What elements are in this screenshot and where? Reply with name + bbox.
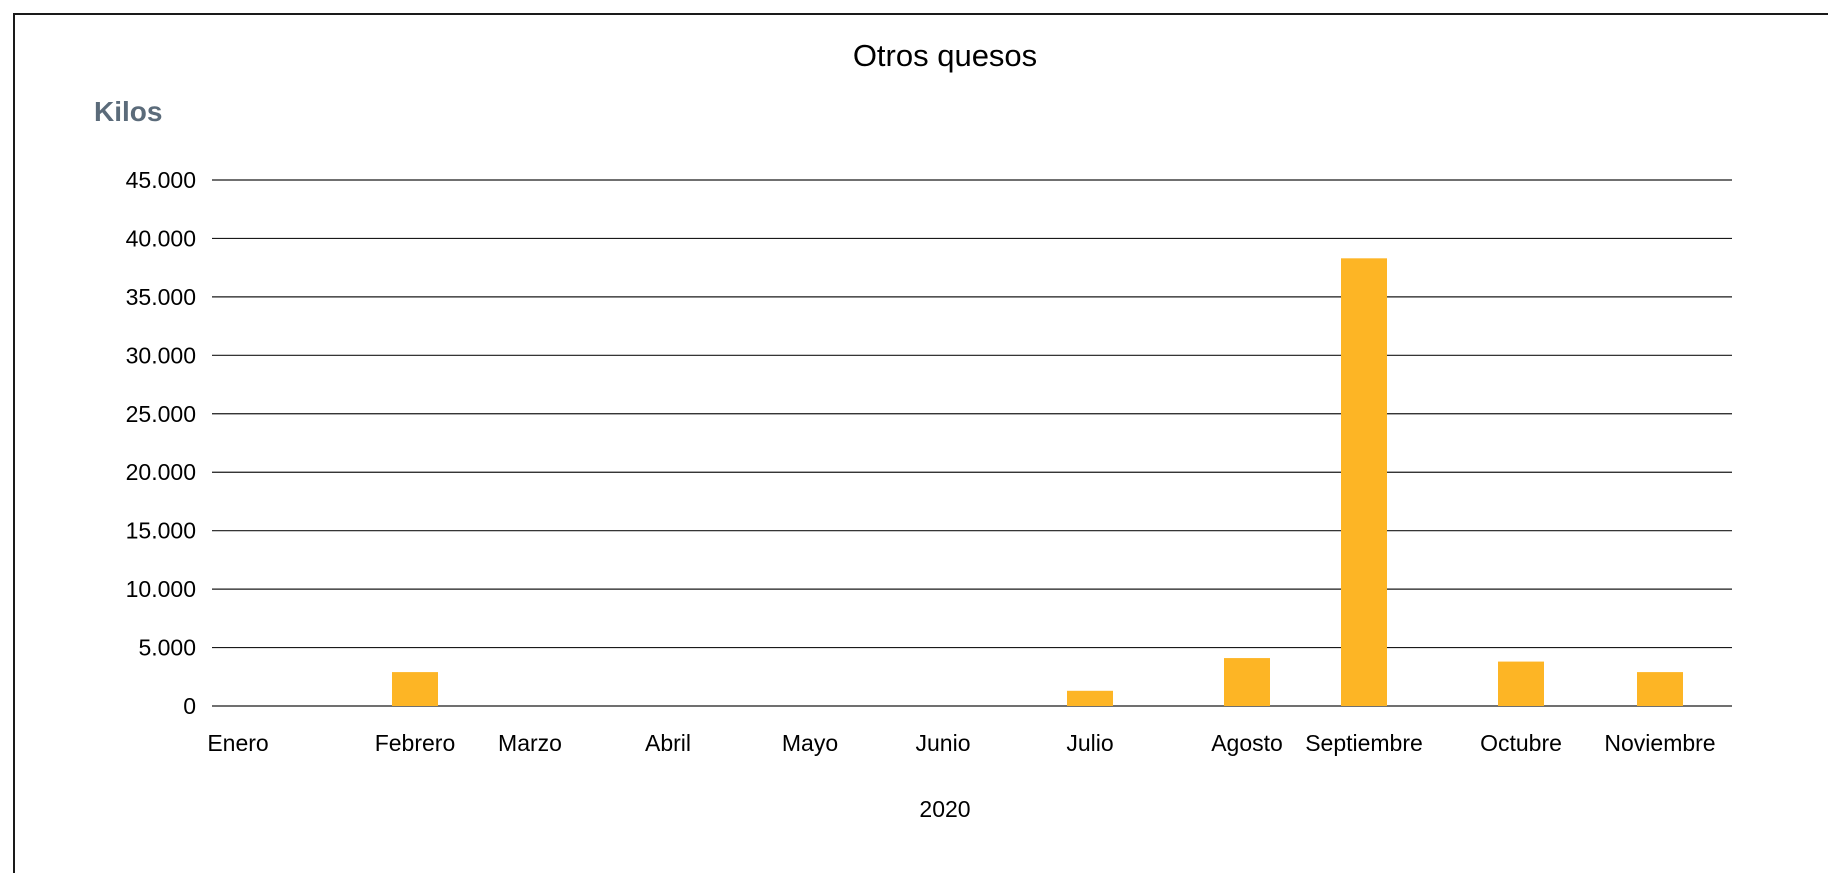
bar-agosto [1224, 658, 1270, 706]
x-axis-ticks: Enero Febrero Marzo Abril Mayo Junio Julio Agos… [207, 730, 1715, 756]
y-tick-label: 20.000 [126, 459, 196, 485]
x-tick-label: Julio [1066, 730, 1113, 756]
x-tick-label: Febrero [375, 730, 456, 756]
y-tick-label: 10.000 [126, 576, 196, 602]
bar-febrero [392, 672, 438, 706]
bar-noviembre [1637, 672, 1683, 706]
x-tick-label: Mayo [782, 730, 838, 756]
y-axis-ticks: 0 5.000 10.000 15.000 20.000 25.000 30.000 35.0… [126, 167, 196, 719]
chart-title: Otros quesos [853, 38, 1037, 73]
x-tick-label: Noviembre [1604, 730, 1715, 756]
y-tick-label: 25.000 [126, 401, 196, 427]
y-tick-label: 40.000 [126, 225, 196, 251]
x-tick-label: Septiembre [1305, 730, 1423, 756]
x-tick-label: Enero [207, 730, 268, 756]
y-tick-label: 5.000 [138, 635, 196, 661]
x-tick-label: Abril [645, 730, 691, 756]
gridlines [212, 179, 1732, 707]
bars [392, 258, 1683, 706]
y-tick-label: 35.000 [126, 284, 196, 310]
chart-frame [13, 13, 1828, 873]
y-tick-label: 30.000 [126, 342, 196, 368]
x-tick-label: Octubre [1480, 730, 1562, 756]
x-tick-label: Junio [916, 730, 971, 756]
bar-julio [1067, 690, 1113, 706]
x-axis-label: 2020 [919, 796, 970, 822]
x-tick-label: Marzo [498, 730, 562, 756]
y-tick-label: 15.000 [126, 518, 196, 544]
bar-septiembre [1341, 258, 1387, 706]
y-tick-label: 0 [183, 693, 196, 719]
bar-octubre [1498, 661, 1544, 706]
y-tick-label: 45.000 [126, 167, 196, 193]
y-axis-unit-label: Kilos [94, 96, 162, 127]
x-tick-label: Agosto [1211, 730, 1283, 756]
